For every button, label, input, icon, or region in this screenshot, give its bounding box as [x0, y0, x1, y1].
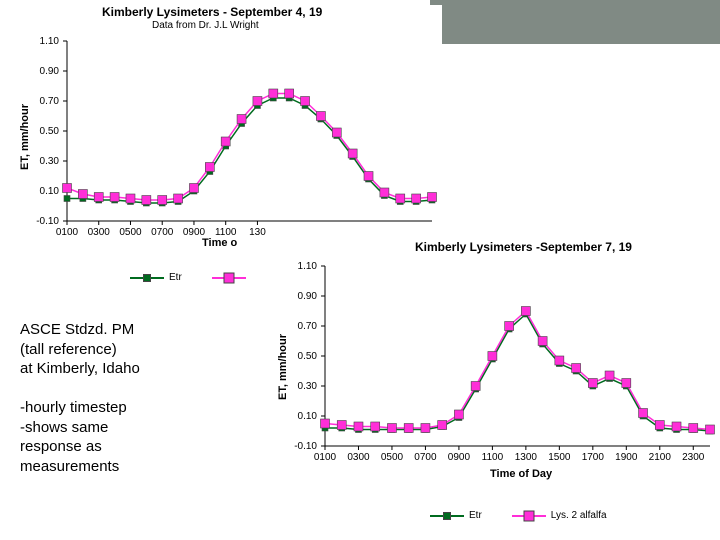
svg-text:2300: 2300: [682, 452, 705, 463]
svg-text:0300: 0300: [347, 452, 370, 463]
text-line: (tall reference): [20, 340, 140, 360]
legend-label: Etr: [469, 510, 482, 521]
text-line: response as: [20, 437, 140, 457]
chart2-xlabel: Time of Day: [490, 468, 552, 480]
text-line: -hourly timestep: [20, 398, 140, 418]
svg-text:1500: 1500: [548, 452, 571, 463]
header-bar: [430, 0, 720, 44]
text-line: measurements: [20, 457, 140, 477]
svg-text:0.70: 0.70: [40, 96, 60, 107]
legend-label: Etr: [169, 272, 182, 283]
svg-text:0100: 0100: [314, 452, 337, 463]
svg-text:1300: 1300: [515, 452, 538, 463]
chart-sep7: Kimberly Lysimeters -September 7, 19 ET,…: [270, 240, 720, 505]
svg-text:1700: 1700: [582, 452, 605, 463]
svg-text:0500: 0500: [381, 452, 404, 463]
svg-text:0.10: 0.10: [40, 186, 60, 197]
text-line: [20, 379, 140, 399]
svg-text:0.30: 0.30: [298, 381, 318, 392]
svg-text:0.90: 0.90: [40, 66, 60, 77]
svg-text:0700: 0700: [151, 227, 174, 238]
svg-text:0.50: 0.50: [40, 126, 60, 137]
svg-text:0.10: 0.10: [298, 411, 318, 422]
legend-item: Lys. 2 alfalfa: [512, 510, 607, 521]
chart1-title: Kimberly Lysimeters - September 4, 19: [102, 5, 322, 19]
chart2-legend: Etr Lys. 2 alfalfa: [430, 510, 607, 521]
chart2-title: Kimberly Lysimeters -September 7, 19: [415, 240, 632, 254]
svg-text:0500: 0500: [119, 227, 142, 238]
chart-sep4: Kimberly Lysimeters - September 4, 19 Da…: [12, 5, 442, 270]
svg-text:1100: 1100: [482, 452, 504, 463]
legend-item: [212, 277, 251, 279]
svg-text:-0.10: -0.10: [294, 441, 317, 452]
description-text: ASCE Stdzd. PM(tall reference)at Kimberl…: [20, 320, 140, 476]
chart1-subtitle: Data from Dr. J.L Wright: [152, 20, 259, 31]
svg-text:0900: 0900: [448, 452, 471, 463]
text-line: at Kimberly, Idaho: [20, 359, 140, 379]
svg-text:2100: 2100: [649, 452, 672, 463]
svg-text:1.10: 1.10: [40, 36, 60, 47]
svg-text:1.10: 1.10: [298, 261, 318, 272]
svg-text:0.30: 0.30: [40, 156, 60, 167]
legend-item: Etr: [130, 272, 182, 283]
chart1-legend: Etr: [130, 272, 251, 283]
svg-text:-0.10: -0.10: [36, 216, 59, 227]
svg-text:0100: 0100: [56, 227, 79, 238]
text-line: ASCE Stdzd. PM: [20, 320, 140, 340]
legend-item: Etr: [430, 510, 482, 521]
chart1-xlabel: Time o: [202, 237, 237, 249]
svg-text:0700: 0700: [414, 452, 437, 463]
svg-text:0.70: 0.70: [298, 321, 318, 332]
legend-label: Lys. 2 alfalfa: [551, 510, 607, 521]
svg-text:0.90: 0.90: [298, 291, 318, 302]
svg-text:0.50: 0.50: [298, 351, 318, 362]
svg-text:0300: 0300: [88, 227, 111, 238]
text-line: -shows same: [20, 418, 140, 438]
svg-text:130: 130: [249, 227, 266, 238]
svg-text:1900: 1900: [615, 452, 638, 463]
